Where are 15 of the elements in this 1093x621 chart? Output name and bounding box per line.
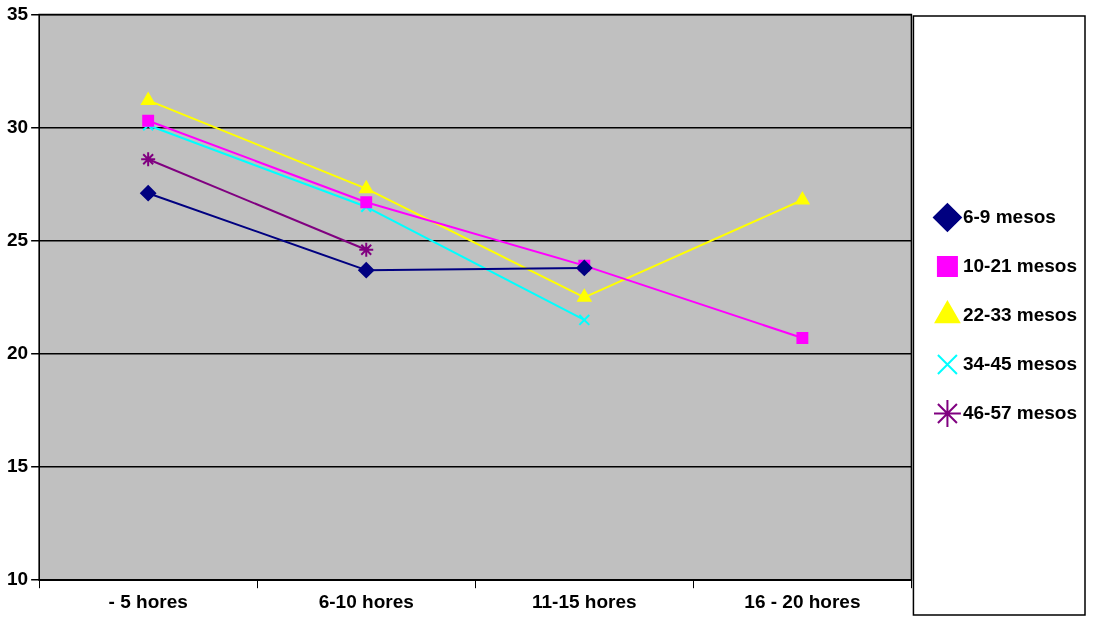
- y-tick-label: 10: [6, 568, 29, 590]
- y-tick-label: 15: [6, 455, 29, 477]
- legend-label: 46-57 mesos: [962, 401, 1077, 423]
- y-tick-label: 25: [6, 228, 29, 250]
- x-tick-label: 11-15 hores: [532, 590, 637, 612]
- x-tick-label: 6-10 hores: [318, 590, 414, 612]
- legend-label: 34-45 mesos: [962, 352, 1077, 374]
- legend-label: 22-33 mesos: [962, 303, 1077, 325]
- legend-label: 10-21 mesos: [962, 254, 1077, 276]
- y-tick-label: 35: [6, 2, 29, 24]
- y-tick-label: 30: [6, 115, 29, 137]
- legend-label: 6-9 mesos: [962, 205, 1056, 227]
- y-tick-label: 20: [6, 342, 29, 364]
- x-tick-label: 16 - 20 hores: [744, 590, 861, 612]
- x-tick-label: - 5 hores: [108, 590, 188, 612]
